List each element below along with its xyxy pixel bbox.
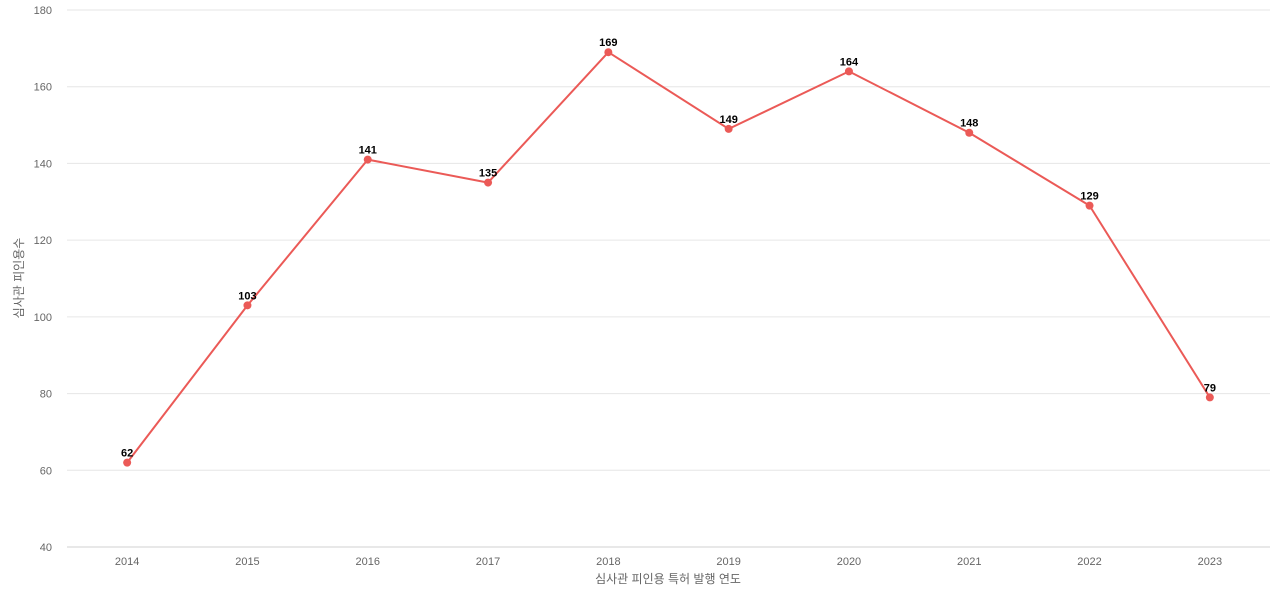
y-tick-label: 180	[34, 5, 52, 17]
data-label: 103	[238, 290, 256, 302]
data-point[interactable]	[1205, 393, 1214, 402]
y-tick-label: 40	[40, 542, 52, 554]
data-label: 148	[960, 118, 978, 130]
data-label: 62	[121, 448, 133, 460]
data-label: 164	[840, 56, 859, 68]
data-label: 169	[599, 37, 617, 49]
y-tick-label: 60	[40, 465, 52, 477]
data-label-layer: 62 103 141 135 169 149 164 148 129 79	[121, 37, 1216, 459]
y-tick-label: 140	[34, 158, 52, 170]
data-point[interactable]	[1085, 201, 1094, 210]
x-axis-ticks: 2014 2015 2016 2017 2018 2019 2020 2021 2022 2023	[115, 556, 1222, 568]
data-point[interactable]	[965, 128, 974, 137]
data-label: 129	[1080, 191, 1098, 203]
data-point[interactable]	[724, 124, 733, 133]
data-point[interactable]	[123, 458, 132, 467]
x-tick-label: 2017	[476, 556, 500, 568]
y-tick-label: 80	[40, 389, 52, 401]
y-axis-title: 심사관 피인용수	[12, 238, 26, 319]
y-axis-ticks: 40 60 80 100 120 140 160 180	[34, 5, 52, 554]
x-tick-label: 2020	[837, 556, 861, 568]
x-tick-label: 2018	[596, 556, 620, 568]
x-tick-label: 2019	[716, 556, 740, 568]
data-label: 79	[1204, 382, 1216, 394]
y-tick-label: 160	[34, 82, 52, 94]
data-label: 141	[359, 145, 377, 157]
x-tick-label: 2016	[356, 556, 380, 568]
x-tick-label: 2015	[235, 556, 259, 568]
data-label: 135	[479, 168, 497, 180]
data-point[interactable]	[484, 178, 493, 187]
series-layer	[123, 48, 1214, 467]
grid-layer	[67, 9, 1270, 548]
x-tick-label: 2023	[1198, 556, 1222, 568]
data-point[interactable]	[243, 301, 252, 310]
y-tick-label: 120	[34, 235, 52, 247]
data-point[interactable]	[363, 155, 372, 164]
data-point[interactable]	[844, 67, 853, 76]
x-tick-label: 2021	[957, 556, 981, 568]
y-tick-label: 100	[34, 312, 52, 324]
x-tick-label: 2014	[115, 556, 139, 568]
data-label: 149	[719, 114, 737, 126]
series-line	[126, 51, 1211, 464]
data-point[interactable]	[604, 48, 613, 57]
x-axis-title: 심사관 피인용 특허 발행 연도	[595, 571, 741, 586]
x-tick-label: 2022	[1077, 556, 1101, 568]
